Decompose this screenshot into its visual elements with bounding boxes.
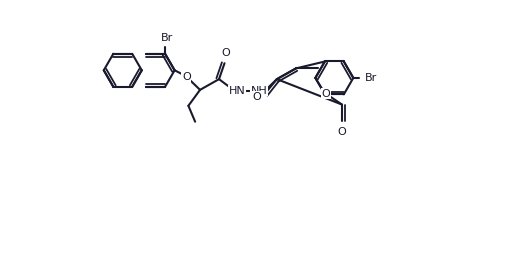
Text: O: O [182, 72, 191, 82]
Text: NH: NH [251, 86, 268, 96]
Text: Br: Br [161, 33, 173, 43]
Text: O: O [322, 89, 330, 99]
Text: O: O [221, 48, 230, 58]
Text: O: O [338, 127, 347, 137]
Text: HN: HN [229, 86, 246, 96]
Text: O: O [253, 92, 262, 102]
Text: Br: Br [365, 73, 377, 83]
